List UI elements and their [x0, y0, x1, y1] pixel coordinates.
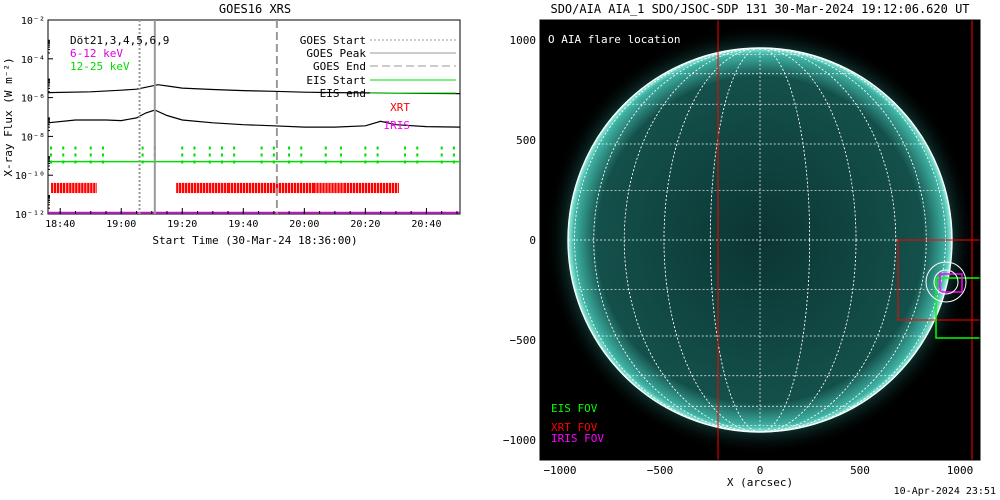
goes-legend-right-entry: GOES End [313, 60, 366, 73]
goes-xrt-bar [51, 182, 67, 194]
goes-x-tick-label: 19:00 [106, 219, 136, 230]
goes-legend-left-entry: Döt21,3,4,5,6,9 [70, 34, 169, 47]
goes-legend-left-entry: 12-25 keV [70, 60, 130, 73]
goes-legend-right-entry: EIS end [320, 87, 366, 100]
aia-flare-location-label: O AIA flare location [548, 33, 680, 46]
goes-series-line [47, 109, 461, 128]
goes-xrt-bar [176, 182, 229, 194]
goes-y-axis-label: X-ray Flux (W m⁻²) [2, 57, 15, 176]
aia-x-tick-label: 0 [757, 464, 764, 477]
goes-y-tick-label: 10⁻⁸ [21, 132, 45, 143]
aia-x-axis-label: X (arcsec) [727, 476, 793, 489]
goes-legend-right-entry: GOES Peak [306, 47, 366, 60]
aia-iris-fov [939, 273, 963, 293]
goes-x-tick-label: 19:20 [167, 219, 197, 230]
goes-x-tick-label: 20:00 [289, 219, 319, 230]
goes-series-line [47, 84, 461, 95]
aia-eis-fov-label: EIS FOV [551, 402, 598, 415]
aia-eis-fov [935, 277, 980, 339]
aia-flare-location-circle [925, 261, 967, 303]
goes-y-tick-label: 10⁻¹⁰ [15, 171, 45, 182]
goes-xrs-chart: GOES16 XRS 18:40 19:00 19:20 19:40 20:00 20:2… [2, 2, 461, 247]
goes-x-tick-label: 20:40 [411, 219, 441, 230]
goes-legend-left-entry: 6-12 keV [70, 47, 123, 60]
aia-xrt-fov-small [897, 239, 980, 321]
goes-y-tick-label: 10⁻⁶ [21, 94, 45, 105]
goes-title: GOES16 XRS [219, 2, 291, 16]
aia-y-tick-label: 500 [516, 134, 536, 147]
aia-y-tick-label: −500 [510, 334, 537, 347]
aia-image-chart: SDO/AIA AIA_1 SDO/JSOC-SDP 131 30-Mar-20… [503, 2, 981, 489]
goes-plot-frame [47, 19, 461, 215]
aia-xrt-fov-label: XRT FOV [551, 421, 598, 434]
aia-y-tick-label: 1000 [510, 34, 537, 47]
aia-x-tick-label: −1000 [543, 464, 576, 477]
goes-xrt-bar [344, 182, 399, 194]
aia-flare-location-inner-circle [933, 269, 959, 295]
aia-y-tick-label: −1000 [503, 434, 536, 447]
goes-legend-right-entry: IRIS [384, 119, 411, 132]
goes-x-tick-label: 18:40 [45, 219, 75, 230]
goes-y-tick-label: 10⁻⁴ [21, 55, 45, 66]
goes-xrt-bar [313, 182, 345, 194]
goes-x-tick-label: 19:40 [228, 219, 258, 230]
goes-y-tick-label: 10⁻¹² [15, 210, 45, 221]
goes-xrt-bar [66, 182, 97, 194]
footer-timestamp: 10-Apr-2024 23:51 [893, 486, 996, 497]
goes-legend-right-entry: EIS Start [306, 74, 366, 87]
aia-x-tick-label: 500 [850, 464, 870, 477]
goes-y-tick-label: 10⁻² [21, 16, 45, 27]
aia-y-tick-label: 0 [529, 234, 536, 247]
goes-x-tick-label: 20:20 [350, 219, 380, 230]
goes-legend-right-entry: XRT [390, 101, 410, 114]
goes-legend-right-entry: GOES Start [300, 34, 366, 47]
aia-title: SDO/AIA AIA_1 SDO/JSOC-SDP 131 30-Mar-20… [550, 2, 969, 16]
aia-x-tick-label: −500 [647, 464, 674, 477]
goes-xrt-bar [228, 182, 314, 194]
aia-x-tick-label: 1000 [947, 464, 974, 477]
aia-iris-fov-label: IRIS FOV [551, 432, 604, 445]
goes-x-axis-label: Start Time (30-Mar-24 18:36:00) [152, 234, 357, 247]
